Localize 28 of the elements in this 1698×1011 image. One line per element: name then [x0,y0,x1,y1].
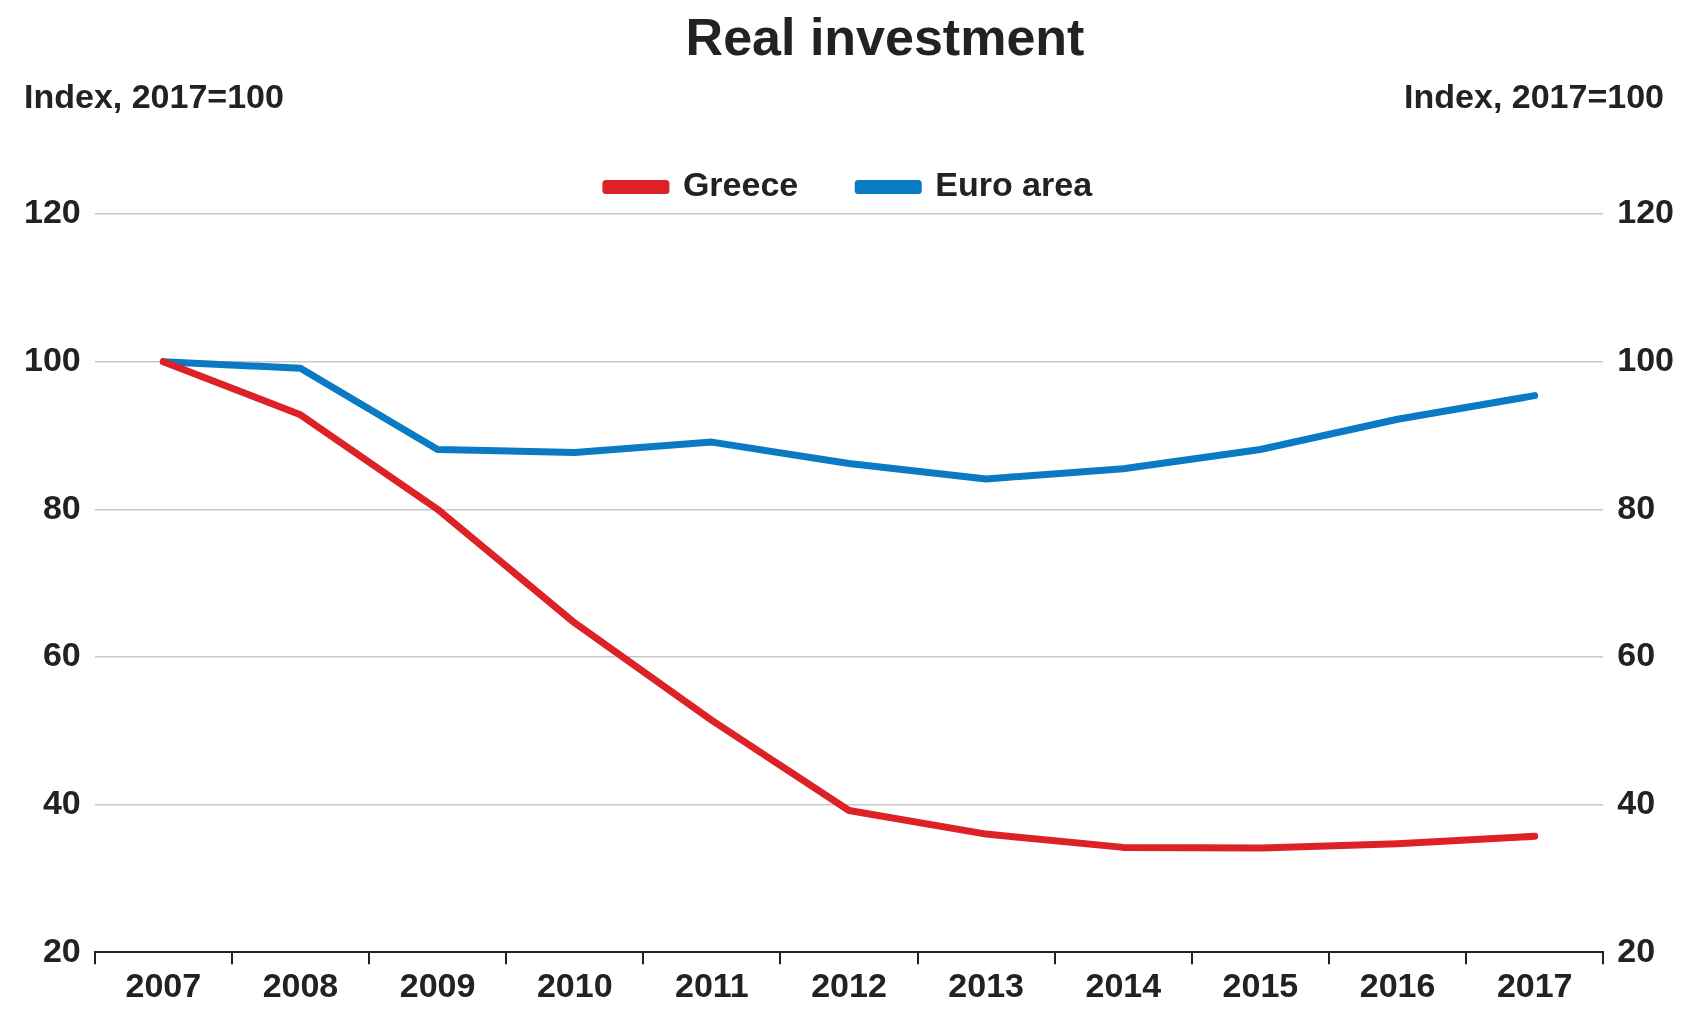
y2-tick-label: 60 [1617,635,1656,674]
chart-title: Real investment [685,8,1085,66]
x-tick-label: 2011 [674,965,749,1004]
y2-tick-label: 80 [1617,487,1656,526]
y-tick-label: 120 [23,192,81,231]
x-tick-label: 2009 [399,965,476,1004]
y-axis-title: Index, 2017=100 [24,77,284,115]
y-tick-label: 40 [42,782,81,821]
legend-label: Greece [682,165,799,204]
y2-tick-label: 120 [1617,192,1675,231]
x-tick-label: 2014 [1085,965,1162,1004]
y2-tick-label: 20 [1617,930,1656,969]
x-tick-label: 2016 [1359,965,1436,1004]
y2-axis-title: Index, 2017=100 [1404,77,1664,115]
x-tick-label: 2012 [811,965,887,1004]
x-tick-label: 2007 [125,965,202,1004]
y-tick-label: 100 [23,340,81,379]
y2-tick-label: 40 [1617,782,1656,821]
y-tick-label: 20 [42,930,81,969]
x-tick-label: 2015 [1222,965,1299,1004]
y-tick-label: 80 [42,487,81,526]
x-tick-label: 2010 [536,965,613,1004]
y2-tick-label: 100 [1617,340,1675,379]
y-tick-label: 60 [42,635,81,674]
legend-label: Euro area [935,165,1094,204]
x-tick-label: 2008 [262,965,339,1004]
x-tick-label: 2013 [948,965,1024,1004]
x-tick-label: 2017 [1496,965,1573,1004]
